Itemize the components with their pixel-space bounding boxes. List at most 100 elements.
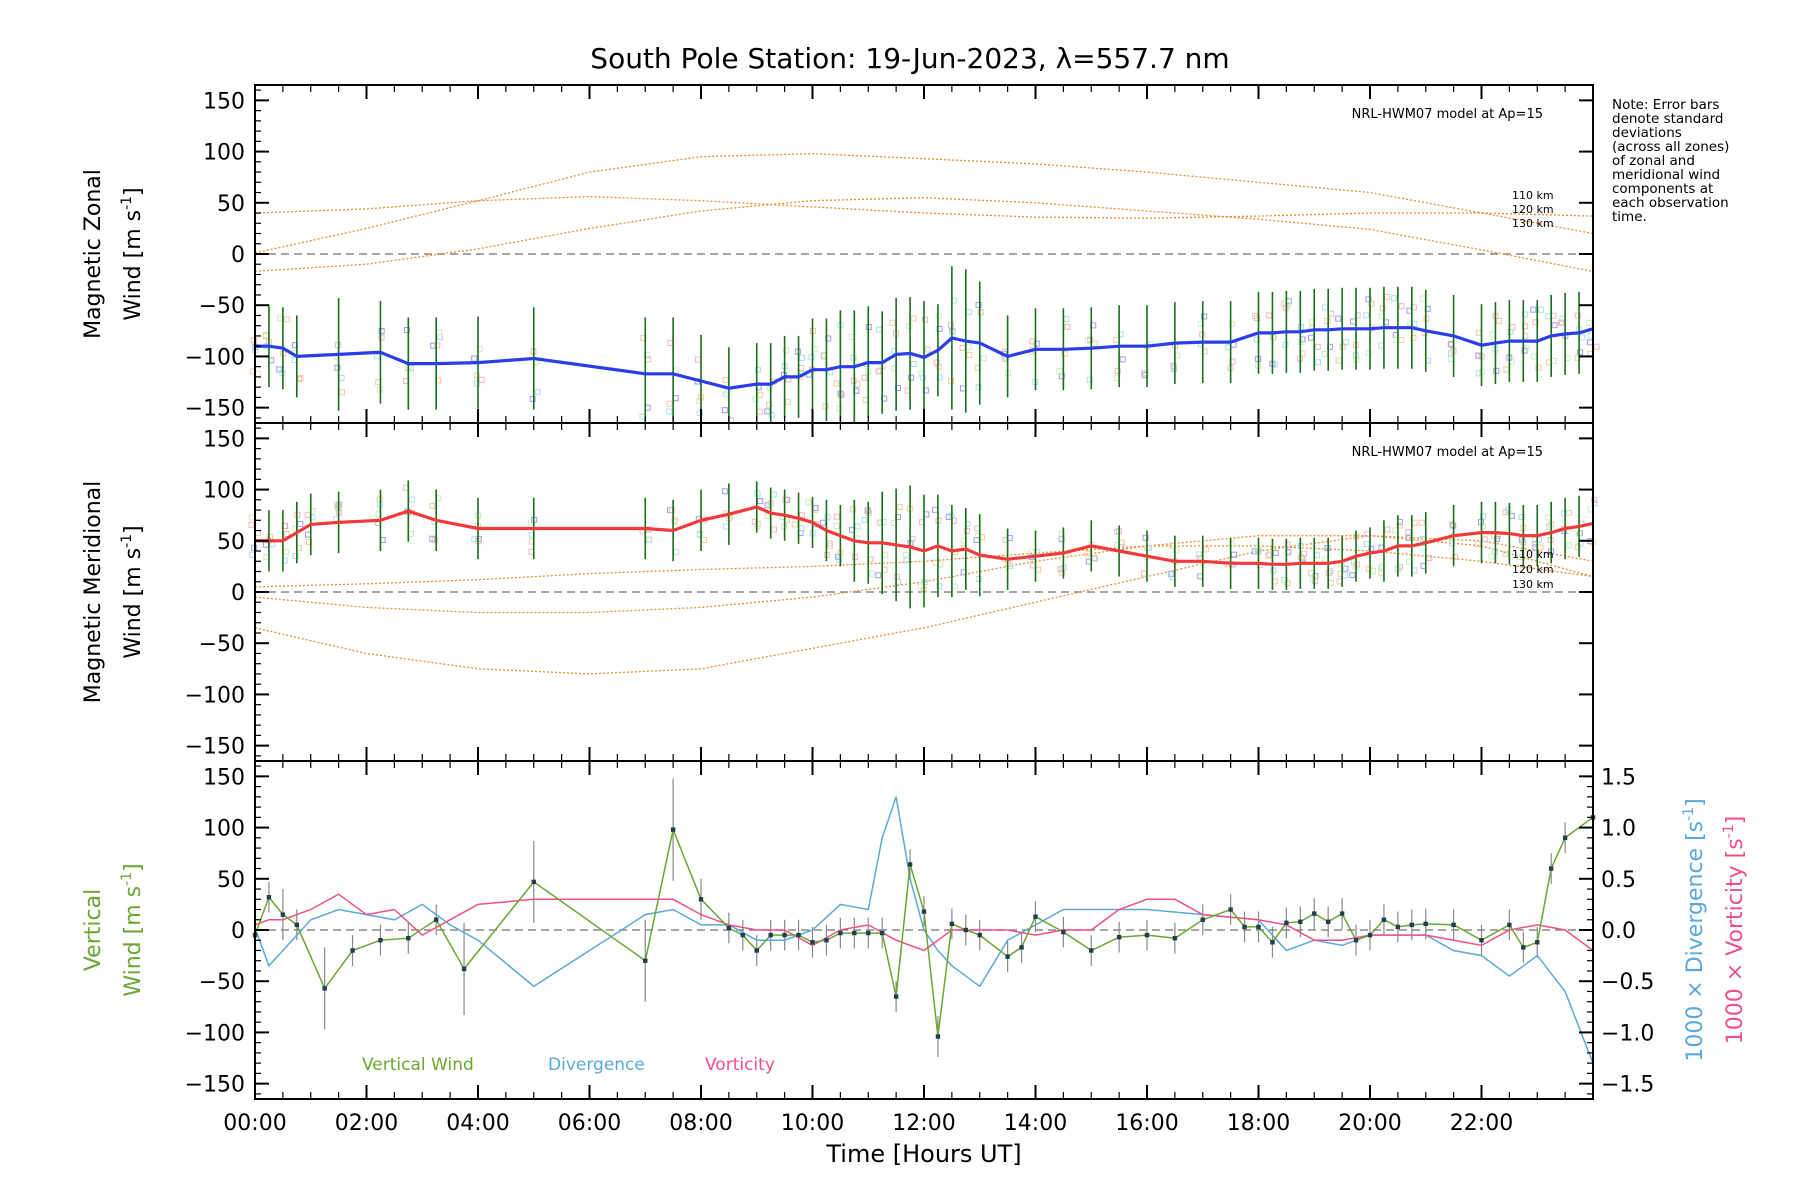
vertical-wind-point: [726, 925, 732, 931]
vertical-wind-point: [1298, 919, 1303, 925]
zonal-model-alt-label: 120 km: [1512, 203, 1554, 216]
scatter-point: [1530, 306, 1537, 313]
scatter-point: [1574, 312, 1581, 319]
scatter-point: [754, 490, 761, 497]
zonal-model-alt-label: 130 km: [1512, 217, 1554, 230]
scatter-point: [1368, 545, 1375, 552]
vorticity-y-label-text: 1000 × Vorticity [s: [1723, 838, 1748, 1044]
scatter-point: [1496, 317, 1503, 324]
vertical-wind-point: [1116, 934, 1122, 940]
vertical-wind-point: [1562, 835, 1568, 841]
scatter-point: [933, 359, 940, 366]
y-tick-label: −50: [199, 632, 245, 657]
scatter-point: [1493, 367, 1500, 374]
vertical-plot-frame: [254, 760, 1594, 1100]
scatter-point: [1119, 356, 1126, 363]
divergence-y-label-close: ]: [1683, 798, 1708, 807]
scatter-point: [297, 520, 304, 527]
vertical-wind-point: [1270, 940, 1275, 945]
scatter-point: [771, 526, 778, 533]
scatter-point: [1505, 509, 1512, 516]
scatter-point: [378, 328, 385, 335]
scatter-point: [959, 344, 966, 351]
vertical-wind-point: [1479, 938, 1484, 943]
scatter-point: [924, 346, 931, 353]
y-tick-label: −100: [185, 345, 245, 370]
legend-vorticity: Vorticity: [705, 1055, 775, 1075]
zonal-model-curves: [254, 152, 1594, 273]
scatter-point: [1561, 510, 1568, 517]
vertical-wind-point: [838, 930, 843, 936]
x-tick-label: 12:00: [892, 1111, 955, 1136]
y2-tick-label: 1.0: [1601, 817, 1636, 842]
vertical-wind-point: [1312, 911, 1317, 916]
meridional-panel: −150 −100 −50 0 50 100 150 NRL-HWM07 model at …: [81, 422, 1598, 762]
meridional-model-alt-label: 110 km: [1512, 548, 1554, 561]
vertical-wind-point: [698, 897, 704, 902]
vertical-wind-point: [1089, 948, 1094, 953]
zonal-y-units-sup: -1: [119, 196, 135, 210]
y2-tick-label: 0.0: [1601, 919, 1636, 944]
y-tick-label: −150: [185, 735, 245, 760]
scatter-point: [1203, 546, 1210, 553]
scatter-point: [306, 539, 313, 546]
scatter-point: [1091, 340, 1098, 347]
x-tick-label: 18:00: [1227, 1111, 1290, 1136]
zonal-panel: −150 −100 −50 0 50 100 150 NRL-HWM07 model at …: [81, 84, 1600, 424]
note-line: time.: [1612, 209, 1647, 225]
scatter-point: [333, 502, 340, 509]
scatter-point: [977, 309, 984, 316]
scatter-point: [1354, 561, 1361, 568]
vertical-wind-point: [1172, 935, 1178, 941]
vertical-wind-point: [350, 948, 355, 953]
divergence-y-label-text: 1000 × Divergence [s: [1683, 821, 1708, 1062]
vertical-y-units-sup: -1: [119, 872, 135, 886]
scatter-point: [1117, 331, 1124, 338]
scatter-point: [721, 407, 728, 414]
scatter-point: [833, 513, 840, 520]
x-tick-label: 02:00: [335, 1111, 398, 1136]
scatter-point: [283, 531, 290, 538]
vertical-wind-point: [461, 966, 467, 972]
scatter-point: [861, 374, 868, 381]
y-tick-label: 0: [231, 919, 245, 944]
scatter-point: [757, 498, 764, 505]
x-tick-label: 08:00: [669, 1111, 732, 1136]
scatter-point: [1343, 339, 1350, 346]
y-tick-label: 0: [231, 243, 245, 268]
scatter-point: [966, 352, 973, 359]
scatter-point: [646, 536, 653, 543]
zonal-y-axis-units: Wind [m s-1]: [119, 187, 146, 320]
scatter-point: [1551, 322, 1558, 329]
vertical-wind-point: [852, 930, 857, 936]
scatter-point: [1087, 336, 1094, 343]
y-tick-label: 50: [217, 868, 245, 893]
vertical-wind-point: [1409, 922, 1415, 928]
scatter-point: [850, 506, 857, 513]
scatter-point: [783, 347, 790, 354]
y-tick-label: 50: [217, 530, 245, 555]
scatter-point: [403, 327, 410, 334]
meridional-y-ticks: −150 −100 −50 0 50 100 150: [185, 427, 1593, 760]
vertical-wind-point: [1325, 919, 1331, 925]
scatter-point: [966, 308, 973, 315]
zonal-wind-line: [255, 326, 1594, 390]
scatter-point: [1396, 522, 1403, 529]
scatter-point: [1405, 529, 1412, 536]
scatter-point: [668, 507, 675, 514]
y-tick-label: −150: [185, 397, 245, 422]
meridional-wind-line: [255, 505, 1594, 566]
scatter-point: [980, 355, 987, 362]
scatter-point: [820, 519, 827, 526]
y2-tick-label: −1.0: [1601, 1021, 1654, 1046]
scatter-point: [1114, 367, 1121, 374]
vertical-wind-point: [1019, 945, 1024, 950]
scatter-point: [408, 496, 415, 503]
note-line: (across all zones): [1612, 139, 1729, 155]
scatter-point: [471, 355, 478, 362]
vertical-y-axis-label: Vertical: [81, 889, 106, 971]
vertical-wind-point: [433, 917, 439, 922]
vertical-wind-point: [1451, 922, 1456, 928]
scatter-point: [1390, 295, 1397, 302]
x-tick-label: 06:00: [558, 1111, 621, 1136]
